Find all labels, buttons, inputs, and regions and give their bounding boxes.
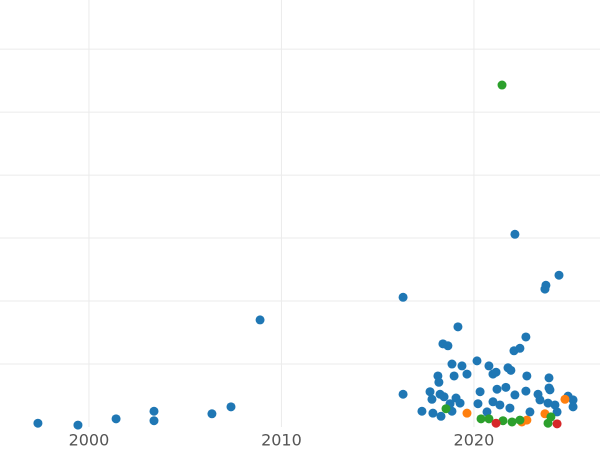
point bbox=[484, 414, 494, 424]
point bbox=[525, 407, 535, 417]
point bbox=[510, 390, 520, 400]
point bbox=[554, 270, 564, 280]
point bbox=[436, 411, 446, 421]
point bbox=[515, 343, 525, 353]
point bbox=[568, 395, 578, 405]
point bbox=[535, 395, 545, 405]
point bbox=[434, 377, 444, 387]
point bbox=[476, 414, 486, 424]
point bbox=[550, 400, 560, 410]
point bbox=[552, 419, 562, 429]
point bbox=[428, 408, 438, 418]
point bbox=[473, 399, 483, 409]
point bbox=[488, 397, 498, 407]
point bbox=[482, 407, 492, 417]
point bbox=[417, 406, 427, 416]
point bbox=[443, 341, 453, 351]
point bbox=[425, 387, 435, 397]
point bbox=[501, 382, 511, 392]
point bbox=[398, 389, 408, 399]
point bbox=[439, 392, 449, 402]
point bbox=[149, 406, 159, 416]
point bbox=[33, 418, 43, 428]
point bbox=[521, 332, 531, 342]
point bbox=[111, 414, 121, 424]
point bbox=[543, 398, 553, 408]
point bbox=[544, 373, 554, 383]
x-tick-label: 2000 bbox=[69, 431, 110, 450]
point bbox=[568, 402, 578, 412]
point bbox=[472, 356, 482, 366]
point bbox=[545, 385, 555, 395]
x-tick-label: 2020 bbox=[454, 431, 495, 450]
point bbox=[149, 416, 159, 426]
point bbox=[498, 416, 508, 426]
point bbox=[427, 394, 437, 404]
x-tick-label: 2010 bbox=[261, 431, 302, 450]
point bbox=[449, 371, 459, 381]
point bbox=[455, 398, 465, 408]
point bbox=[462, 408, 472, 418]
point bbox=[475, 387, 485, 397]
point bbox=[506, 365, 516, 375]
point bbox=[497, 80, 507, 90]
point bbox=[441, 404, 451, 414]
point bbox=[207, 409, 217, 419]
point bbox=[255, 315, 265, 325]
point bbox=[521, 386, 531, 396]
point bbox=[484, 361, 494, 371]
point bbox=[505, 403, 515, 413]
point bbox=[226, 402, 236, 412]
point bbox=[541, 280, 551, 290]
point bbox=[492, 384, 502, 394]
point bbox=[491, 367, 501, 377]
point bbox=[447, 359, 457, 369]
point bbox=[543, 418, 553, 428]
point bbox=[398, 292, 408, 302]
point bbox=[507, 417, 517, 427]
point bbox=[491, 418, 501, 428]
point bbox=[457, 361, 467, 371]
point bbox=[462, 369, 472, 379]
point bbox=[552, 407, 562, 417]
point bbox=[495, 400, 505, 410]
point bbox=[510, 229, 520, 239]
point bbox=[522, 371, 532, 381]
point bbox=[73, 420, 83, 430]
point bbox=[515, 415, 525, 425]
point bbox=[560, 394, 570, 404]
point bbox=[453, 322, 463, 332]
